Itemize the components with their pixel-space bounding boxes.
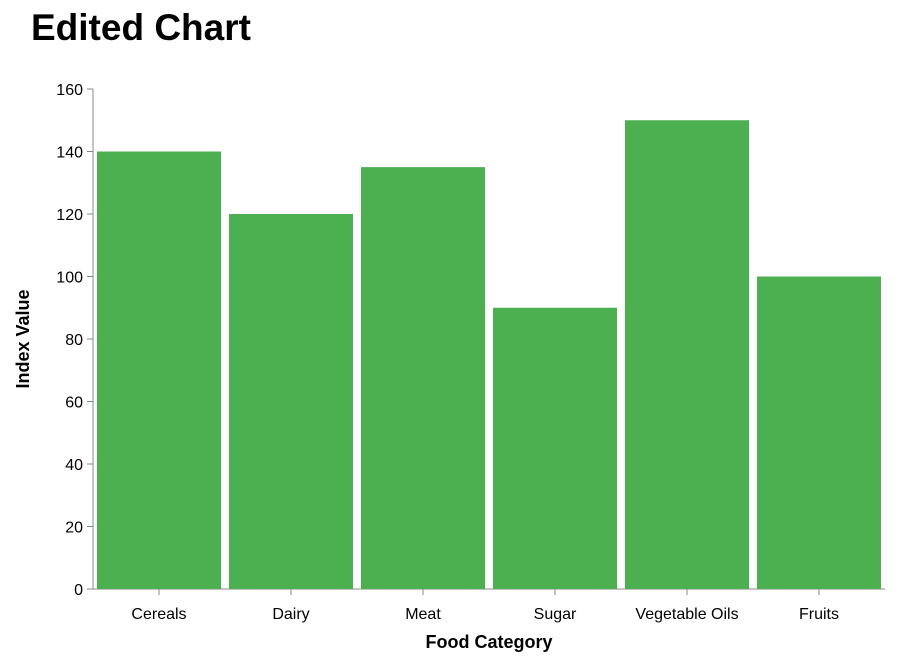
- y-tick-label: 20: [65, 520, 83, 537]
- y-tick-label: 60: [65, 395, 83, 412]
- y-tick-label: 0: [74, 582, 83, 599]
- y-tick-label: 160: [56, 82, 83, 99]
- x-axis-title: Food Category: [425, 632, 552, 652]
- x-tick-label: Fruits: [799, 606, 839, 623]
- x-tick-label: Sugar: [534, 606, 577, 623]
- bar-sugar: [493, 307, 617, 589]
- y-axis: 0 20 40 60 80 100 120 140 160: [56, 82, 94, 599]
- bar-cereals: [97, 151, 221, 589]
- y-tick-label: 40: [65, 457, 83, 474]
- x-tick-label: Meat: [405, 606, 441, 623]
- bars: [97, 120, 881, 589]
- x-tick-label: Cereals: [131, 606, 186, 623]
- y-axis-title: Index Value: [13, 289, 33, 388]
- bar-fruits: [757, 276, 881, 589]
- y-tick-label: 100: [56, 270, 83, 287]
- x-tick-label: Vegetable Oils: [635, 606, 738, 623]
- x-axis: Cereals Dairy Meat Sugar Vegetable Oils Fruit…: [93, 588, 885, 623]
- y-tick-label: 120: [56, 207, 83, 224]
- x-tick-label: Dairy: [272, 606, 309, 623]
- bar-dairy: [229, 214, 353, 589]
- y-tick-label: 80: [65, 332, 83, 349]
- bar-vegetable-oils: [625, 120, 749, 589]
- chart-title: Edited Chart: [31, 7, 251, 48]
- bar-meat: [361, 167, 485, 589]
- y-tick-label: 140: [56, 145, 83, 162]
